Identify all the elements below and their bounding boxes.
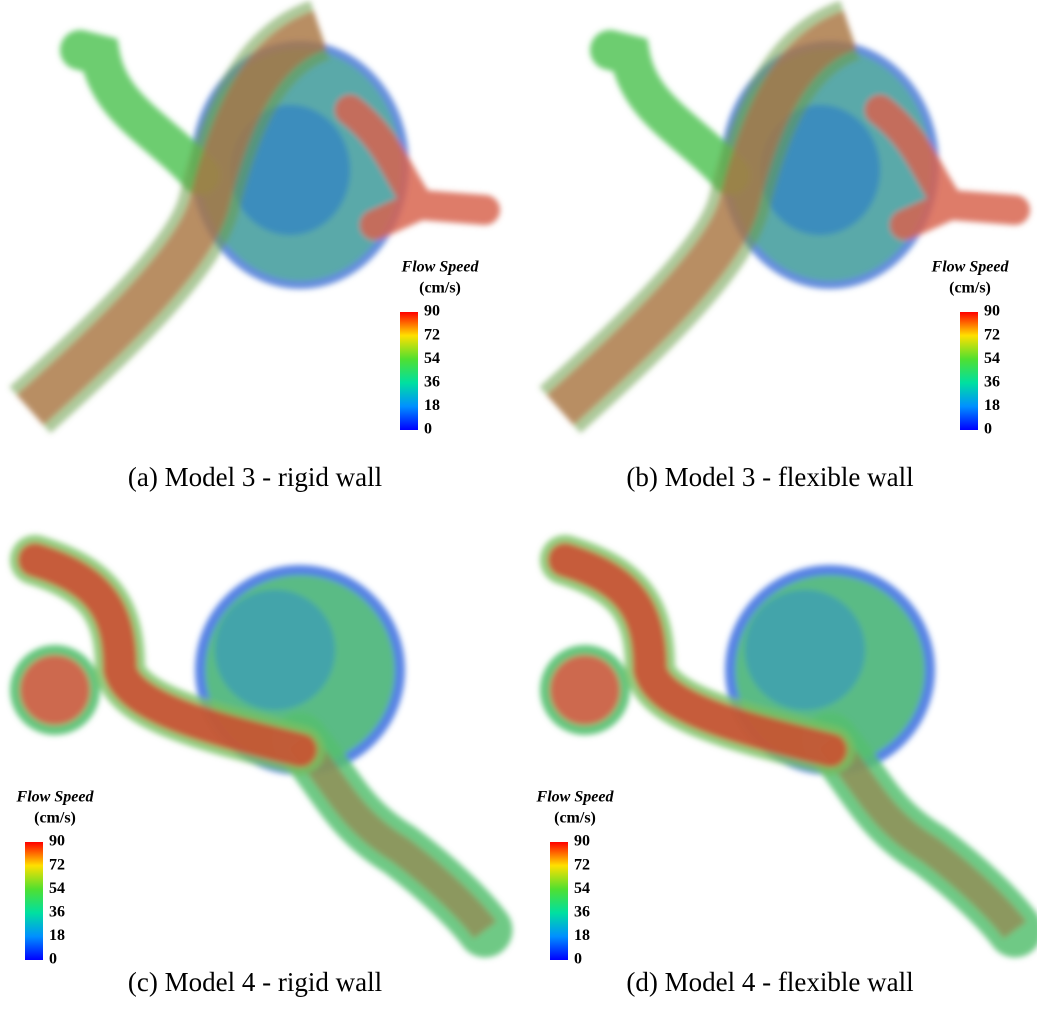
legend-title: Flow Speed: [536, 789, 615, 806]
legend-unit: (cm/s): [949, 280, 991, 297]
colorbar-tick-label: 72: [424, 326, 440, 343]
colorbar-tick-label: 72: [984, 326, 1000, 343]
legend-unit: (cm/s): [419, 280, 461, 297]
colorbar-tick-label: 36: [49, 903, 65, 920]
caption: (a) Model 3 - rigid wall: [128, 462, 382, 492]
colorbar-tick-label: 18: [984, 397, 1000, 414]
colorbar-tick-label: 0: [574, 951, 582, 968]
colorbar-tick-label: 90: [424, 303, 440, 320]
colorbar-tick-label: 0: [424, 421, 432, 438]
legend-title: Flow Speed: [16, 789, 95, 806]
caption: (b) Model 3 - flexible wall: [626, 462, 913, 492]
caption: (c) Model 4 - rigid wall: [128, 967, 382, 997]
caption: (d) Model 4 - flexible wall: [626, 967, 913, 997]
colorbar-tick-label: 72: [49, 856, 65, 873]
legend-title: Flow Speed: [401, 259, 480, 276]
colorbar-tick-label: 90: [984, 303, 1000, 320]
colorbar-tick-label: 0: [984, 421, 992, 438]
colorbar-tick-label: 18: [49, 927, 65, 944]
colorbar-tick-label: 18: [574, 927, 590, 944]
colorbar-tick-label: 90: [49, 833, 65, 850]
colorbar-tick-label: 36: [424, 373, 440, 390]
vessel-render: [15, 560, 485, 930]
colorbar: [400, 312, 418, 430]
colorbar: [960, 312, 978, 430]
colorbar-tick-label: 90: [574, 833, 590, 850]
colorbar-tick-label: 54: [424, 350, 440, 367]
colorbar-tick-label: 72: [574, 856, 590, 873]
legend-unit: (cm/s): [34, 810, 76, 827]
colorbar-tick-label: 0: [49, 951, 57, 968]
vessel-render: [560, 30, 1015, 410]
colorbar-tick-label: 36: [574, 903, 590, 920]
colorbar-tick-label: 18: [424, 397, 440, 414]
colorbar: [25, 842, 43, 960]
colorbar-tick-label: 54: [984, 350, 1000, 367]
vessel-render: [545, 560, 1015, 930]
colorbar-tick-label: 36: [984, 373, 1000, 390]
figure: (a) Model 3 - rigid wall Flow Speed (cm/s)…: [0, 0, 1037, 1017]
legend-title: Flow Speed: [931, 259, 1010, 276]
legend-unit: (cm/s): [554, 810, 596, 827]
colorbar-tick-label: 54: [574, 880, 590, 897]
colorbar: [550, 842, 568, 960]
colorbar-tick-label: 54: [49, 880, 65, 897]
